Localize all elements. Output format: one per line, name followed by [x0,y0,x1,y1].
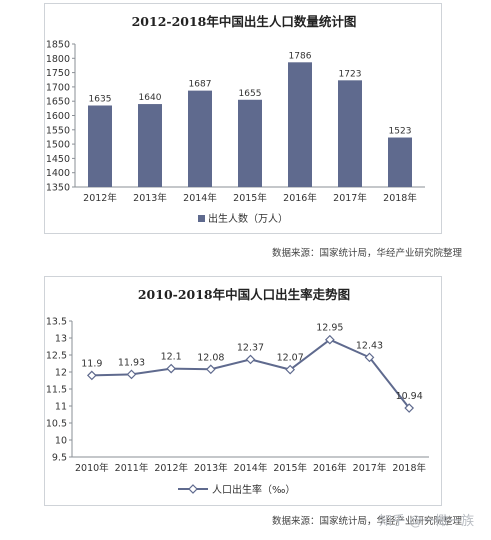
data-point-marker [205,364,216,375]
data-label: 10.94 [396,391,423,402]
data-label: 11.93 [118,357,145,368]
y-tick-label: 12 [55,368,67,379]
x-tick-label: 2017年 [353,462,387,474]
x-tick-label: 2018年 [383,192,417,204]
bar [338,80,362,187]
y-tick-label: 1600 [46,111,70,122]
data-label: 12.07 [277,353,304,364]
bar [88,105,112,187]
y-tick-label: 11 [55,402,67,413]
line-chart-panel: 2010-2018年中国人口出生率走势图 9.5 10 10.5 11 11.5 12 12.… [44,276,442,506]
x-tick-label: 2016年 [283,192,317,204]
data-label: 1523 [389,127,412,137]
data-label: 1687 [189,80,212,90]
y-tick-label: 1750 [46,68,70,79]
data-point-marker [86,370,97,381]
data-label: 12.37 [237,342,264,353]
bar-chart-panel: 2012-2018年中国出生人口数量统计图 1350 1400 1450 1500 155… [44,3,442,234]
data-point-marker [364,352,375,363]
bar-chart-source: 数据来源：国家统计局，华经产业研究院整理 [272,248,463,259]
x-tick-label: 2018年 [392,462,426,474]
data-point-marker [166,363,177,374]
watermark: 知乎 @一橄一族 [379,514,475,529]
data-label: 12.43 [356,340,383,351]
y-tick-label: 1500 [46,140,70,151]
y-tick-label: 1850 [46,40,70,51]
bar [238,99,262,187]
x-tick-label: 2014年 [183,192,217,204]
y-tick-label: 10.5 [46,419,67,430]
y-tick-label: 1800 [46,54,70,65]
y-tick-label: 1650 [46,97,70,108]
data-label: 12.08 [197,352,224,363]
data-label: 12.1 [161,352,182,363]
data-point-marker [324,334,335,345]
data-label: 1640 [139,93,162,103]
legend-label: 人口出生率（‰） [212,483,295,496]
y-tick-label: 1550 [46,125,70,136]
x-tick-label: 2014年 [234,462,268,474]
x-tick-label: 2017年 [333,192,367,204]
data-label: 12.95 [316,323,343,334]
line-chart: 2010-2018年中国人口出生率走势图 9.5 10 10.5 11 11.5 12 12.… [46,287,429,496]
y-tick-label: 13.5 [46,317,67,328]
data-label: 1635 [89,94,112,104]
legend-label: 出生人数（万人） [208,212,288,225]
y-tick-label: 1700 [46,82,70,93]
data-label: 1786 [289,51,312,61]
bar [138,104,162,187]
y-tick-label: 13 [55,334,67,345]
chart-title: 2010-2018年中国人口出生率走势图 [138,287,350,302]
x-tick-label: 2015年 [233,192,267,204]
bar [288,62,312,187]
legend-marker [188,484,198,494]
bar [188,90,212,187]
y-tick-label: 10 [55,436,67,447]
data-point-marker [285,364,296,375]
y-tick-label: 9.5 [52,453,67,464]
chart-title: 2012-2018年中国出生人口数量统计图 [132,14,357,29]
line-chart-source: 数据来源：国家统计局，华经产业研究院整理 [272,516,463,527]
y-tick-label: 12.5 [46,351,67,362]
data-point-marker [404,403,415,413]
x-tick-label: 2016年 [313,462,347,474]
x-tick-label: 2012年 [154,462,188,474]
y-tick-label: 1450 [46,154,70,165]
data-label: 11.9 [81,358,102,369]
x-tick-label: 2013年 [194,462,228,474]
data-label: 1723 [339,69,362,79]
data-point-marker [126,369,137,380]
y-tick-label: 1400 [46,168,70,179]
x-tick-label: 2010年 [75,462,109,474]
bar [388,137,412,187]
x-tick-label: 2012年 [83,192,117,204]
x-tick-label: 2011年 [115,462,149,474]
x-tick-label: 2013年 [133,192,167,204]
y-tick-label: 11.5 [46,385,67,396]
legend-swatch [198,215,205,222]
data-label: 1655 [239,89,262,99]
data-point-marker [245,354,256,365]
bar-chart: 2012-2018年中国出生人口数量统计图 1350 1400 1450 1500 155… [46,14,425,225]
x-tick-label: 2015年 [273,462,307,474]
y-tick-label: 1350 [46,183,70,194]
